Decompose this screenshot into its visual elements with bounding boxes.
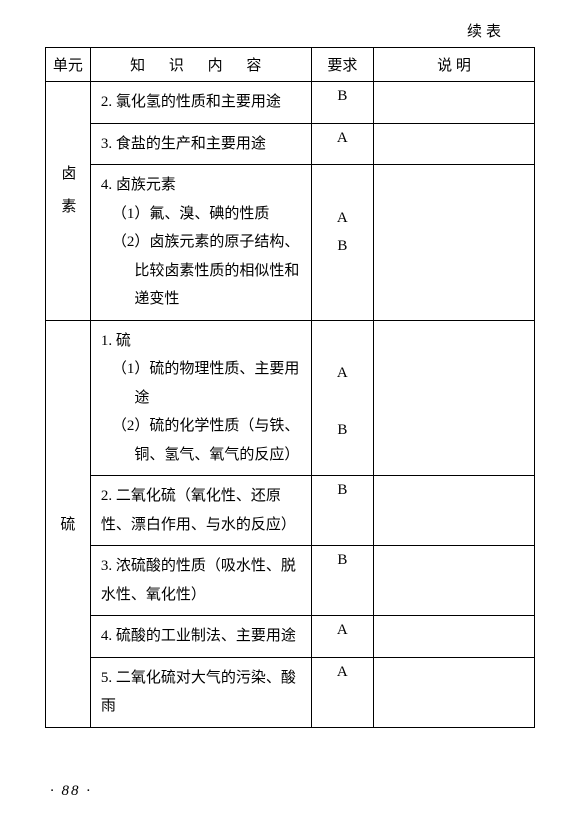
table-row: 3. 浓硫酸的性质（吸水性、脱水性、氧化性） B <box>46 546 535 616</box>
desc-cell <box>374 165 535 321</box>
content-table: 单元 知 识 内 容 要求 说 明 卤素 2. 氯化氢的性质和主要用途 B 3.… <box>45 47 535 728</box>
page-number: · 88 · <box>50 783 92 800</box>
req-cell: A <box>311 616 373 658</box>
content-cell: 3. 浓硫酸的性质（吸水性、脱水性、氧化性） <box>90 546 311 616</box>
table-row: 3. 食盐的生产和主要用途 A <box>46 123 535 165</box>
desc-cell <box>374 616 535 658</box>
header-desc: 说 明 <box>374 48 535 82</box>
table-row: 2. 二氧化硫（氧化性、还原性、漂白作用、与水的反应） B <box>46 476 535 546</box>
desc-cell <box>374 82 535 124</box>
continued-label: 续表 <box>25 20 555 41</box>
req-cell: B <box>311 546 373 616</box>
table-row: 4. 硫酸的工业制法、主要用途 A <box>46 616 535 658</box>
desc-cell <box>374 657 535 727</box>
content-cell: 4. 卤族元素 （1）氟、溴、碘的性质 （2）卤族元素的原子结构、比较卤素性质的… <box>90 165 311 321</box>
req-cell: A B <box>311 320 373 476</box>
req-cell: A B <box>311 165 373 321</box>
header-req: 要求 <box>311 48 373 82</box>
req-cell: B <box>311 82 373 124</box>
desc-cell <box>374 546 535 616</box>
desc-cell <box>374 123 535 165</box>
desc-cell <box>374 320 535 476</box>
content-cell: 5. 二氧化硫对大气的污染、酸雨 <box>90 657 311 727</box>
content-cell: 3. 食盐的生产和主要用途 <box>90 123 311 165</box>
content-cell: 4. 硫酸的工业制法、主要用途 <box>90 616 311 658</box>
content-cell: 2. 二氧化硫（氧化性、还原性、漂白作用、与水的反应） <box>90 476 311 546</box>
header-unit: 单元 <box>46 48 91 82</box>
req-cell: B <box>311 476 373 546</box>
content-cell: 2. 氯化氢的性质和主要用途 <box>90 82 311 124</box>
header-content: 知 识 内 容 <box>90 48 311 82</box>
table-row: 卤素 2. 氯化氢的性质和主要用途 B <box>46 82 535 124</box>
req-cell: A <box>311 123 373 165</box>
req-cell: A <box>311 657 373 727</box>
header-row: 单元 知 识 内 容 要求 说 明 <box>46 48 535 82</box>
table-row: 硫 1. 硫 （1）硫的物理性质、主要用途 （2）硫的化学性质（与铁、铜、氢气、… <box>46 320 535 476</box>
unit-cell-halogen: 卤素 <box>46 82 91 321</box>
unit-cell-sulfur: 硫 <box>46 320 91 727</box>
table-row: 5. 二氧化硫对大气的污染、酸雨 A <box>46 657 535 727</box>
desc-cell <box>374 476 535 546</box>
table-row: 4. 卤族元素 （1）氟、溴、碘的性质 （2）卤族元素的原子结构、比较卤素性质的… <box>46 165 535 321</box>
content-cell: 1. 硫 （1）硫的物理性质、主要用途 （2）硫的化学性质（与铁、铜、氢气、氧气… <box>90 320 311 476</box>
